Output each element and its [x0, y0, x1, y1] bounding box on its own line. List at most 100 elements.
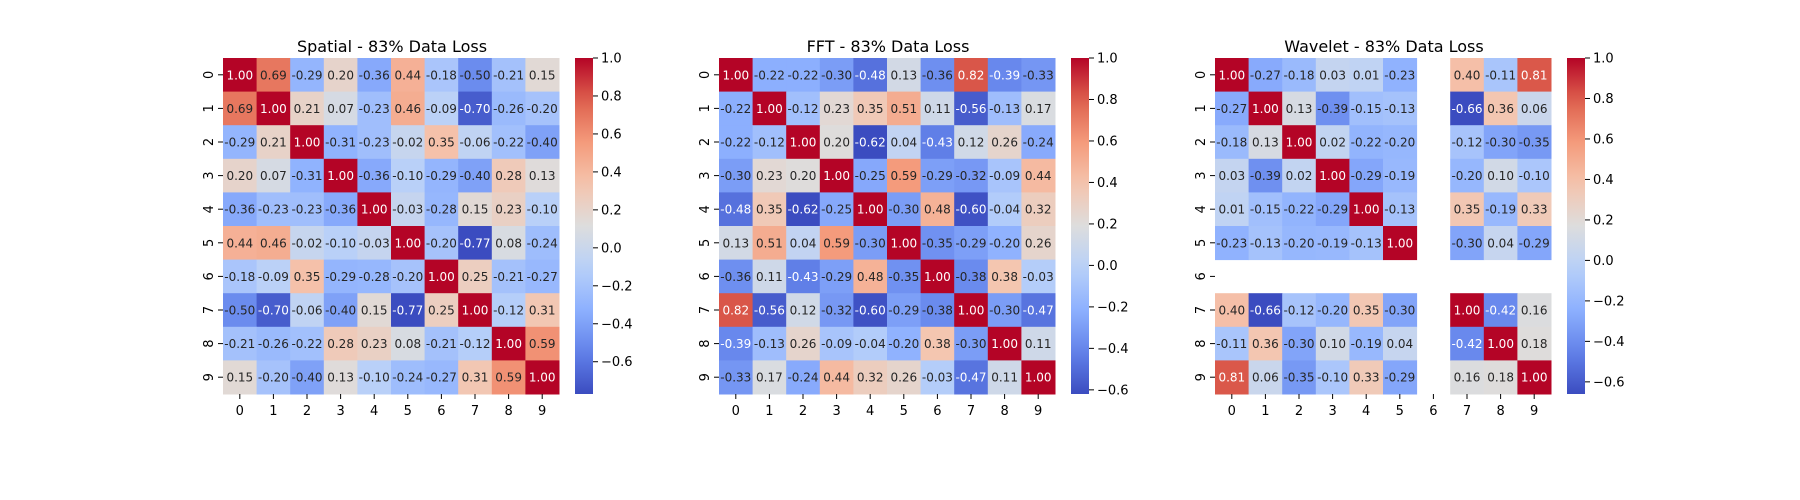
cell-value-label: 0.13 — [327, 371, 354, 385]
heatmap-cell — [1215, 192, 1250, 227]
heatmap-cell — [323, 58, 358, 93]
heatmap-cell — [786, 58, 821, 93]
heatmap-cell — [391, 91, 426, 126]
cell-value-label: -0.03 — [1023, 270, 1054, 284]
cell-value-label: -0.09 — [989, 169, 1020, 183]
cell-value-label: 0.23 — [823, 102, 850, 116]
cell-value-label: -0.02 — [392, 136, 423, 150]
cell-value-label: -0.29 — [426, 169, 457, 183]
cell-value-label: -0.25 — [855, 169, 886, 183]
heatmap-cell — [223, 226, 258, 261]
cell-value-label: -0.09 — [258, 270, 289, 284]
cell-value-label: -0.12 — [1283, 304, 1314, 318]
heatmap-cell — [1349, 125, 1384, 160]
cell-value-label: -0.13 — [1250, 236, 1281, 250]
cell-value-label: -0.39 — [1250, 169, 1281, 183]
heatmap-cell — [920, 226, 955, 261]
cell-value-label: 0.18 — [1487, 371, 1514, 385]
heatmap-cell — [1282, 293, 1317, 328]
y-tick-label: 2 — [1194, 138, 1209, 146]
heatmap-panel-fft: FFT - 83% Data Loss 1.00 -0.22 -0.22 -0.30-… — [698, 37, 1129, 419]
cell-value-label: 0.12 — [958, 136, 985, 150]
x-tick-label: 6 — [1429, 404, 1437, 419]
cell-value-label: 1.00 — [857, 203, 884, 217]
cell-value-label: -0.03 — [392, 203, 423, 217]
cell-value-label: -0.11 — [1216, 337, 1247, 351]
heatmap-cell — [1450, 226, 1485, 261]
cell-value-label: 0.25 — [462, 270, 489, 284]
colorbar — [1071, 58, 1089, 394]
heatmap-cell — [752, 259, 787, 294]
cell-value-label: 0.35 — [294, 270, 321, 284]
cell-value-label: -0.13 — [1384, 102, 1415, 116]
heatmap-cell — [290, 125, 325, 160]
cell-value-label: 0.51 — [756, 236, 783, 250]
cell-value-label: -0.22 — [1351, 136, 1382, 150]
heatmap-cell — [1315, 158, 1350, 193]
cell-value-label: -0.29 — [325, 270, 356, 284]
cell-value-label: -0.29 — [955, 236, 986, 250]
heatmap-cell — [1450, 293, 1485, 328]
heatmap-cell — [987, 293, 1022, 328]
cell-value-label: 0.15 — [226, 371, 253, 385]
colorbar-tick-label: −0.2 — [601, 279, 633, 294]
heatmap-cell — [323, 259, 358, 294]
heatmap-cell — [458, 158, 493, 193]
heatmap-cell — [1383, 326, 1418, 361]
heatmap-cell — [525, 58, 560, 93]
heatmap-cell — [491, 58, 526, 93]
cell-value-label: 0.20 — [226, 169, 253, 183]
cell-value-label: -0.30 — [888, 203, 919, 217]
heatmap-cell — [719, 125, 754, 160]
cell-value-label: -0.06 — [291, 304, 322, 318]
cell-value-label: 0.10 — [1487, 169, 1514, 183]
cell-value-label: 0.11 — [756, 270, 783, 284]
cell-value-label: -0.30 — [1451, 236, 1482, 250]
heatmap-cell — [223, 192, 258, 227]
y-tick-label: 7 — [698, 306, 713, 314]
cell-value-label: 0.17 — [756, 371, 783, 385]
heatmap-cell — [819, 226, 854, 261]
heatmap-cell — [1315, 326, 1350, 361]
x-tick-label: 7 — [967, 404, 975, 419]
heatmap-cell — [1450, 58, 1485, 93]
heatmap-cell — [1383, 158, 1418, 193]
colorbar — [575, 58, 593, 394]
x-tick-label: 2 — [799, 404, 807, 419]
cell-value-label: 1.00 — [394, 236, 421, 250]
cell-value-label: 1.00 — [226, 68, 253, 82]
heatmap-cell — [853, 58, 888, 93]
colorbar-tick-label: −0.4 — [601, 317, 633, 332]
heatmap-cell — [1383, 91, 1418, 126]
heatmap-cell — [458, 259, 493, 294]
chart-title: FFT - 83% Data Loss — [807, 37, 970, 56]
heatmap-cell — [1517, 293, 1552, 328]
heatmap-cell — [719, 326, 754, 361]
heatmap-cell — [887, 91, 922, 126]
cell-value-label: -0.31 — [291, 169, 322, 183]
heatmap-cell — [1483, 58, 1518, 93]
cell-value-label: -0.38 — [922, 304, 953, 318]
heatmap-cell — [1483, 158, 1518, 193]
cell-value-label: -0.27 — [426, 371, 457, 385]
cell-value-label: -0.35 — [922, 236, 953, 250]
heatmap-cell — [954, 158, 989, 193]
cell-value-label: -0.38 — [955, 270, 986, 284]
x-tick-label: 6 — [437, 404, 445, 419]
heatmap-cell — [887, 360, 922, 395]
cell-value-label: -0.66 — [1250, 304, 1281, 318]
heatmap-cell — [1450, 192, 1485, 227]
heatmap-cell — [719, 192, 754, 227]
colorbar-tick-label: −0.6 — [1097, 383, 1129, 398]
cell-value-label: -0.60 — [955, 203, 986, 217]
heatmap-cell — [1215, 326, 1250, 361]
heatmap-cell — [752, 58, 787, 93]
cell-value-label: -0.20 — [426, 236, 457, 250]
heatmap-cell — [256, 125, 291, 160]
heatmap-cell — [1021, 58, 1056, 93]
colorbar-tick-label: 0.8 — [601, 89, 622, 104]
heatmap-cell — [323, 158, 358, 193]
x-tick-label: 3 — [1328, 404, 1336, 419]
cell-value-label: 0.13 — [722, 236, 749, 250]
